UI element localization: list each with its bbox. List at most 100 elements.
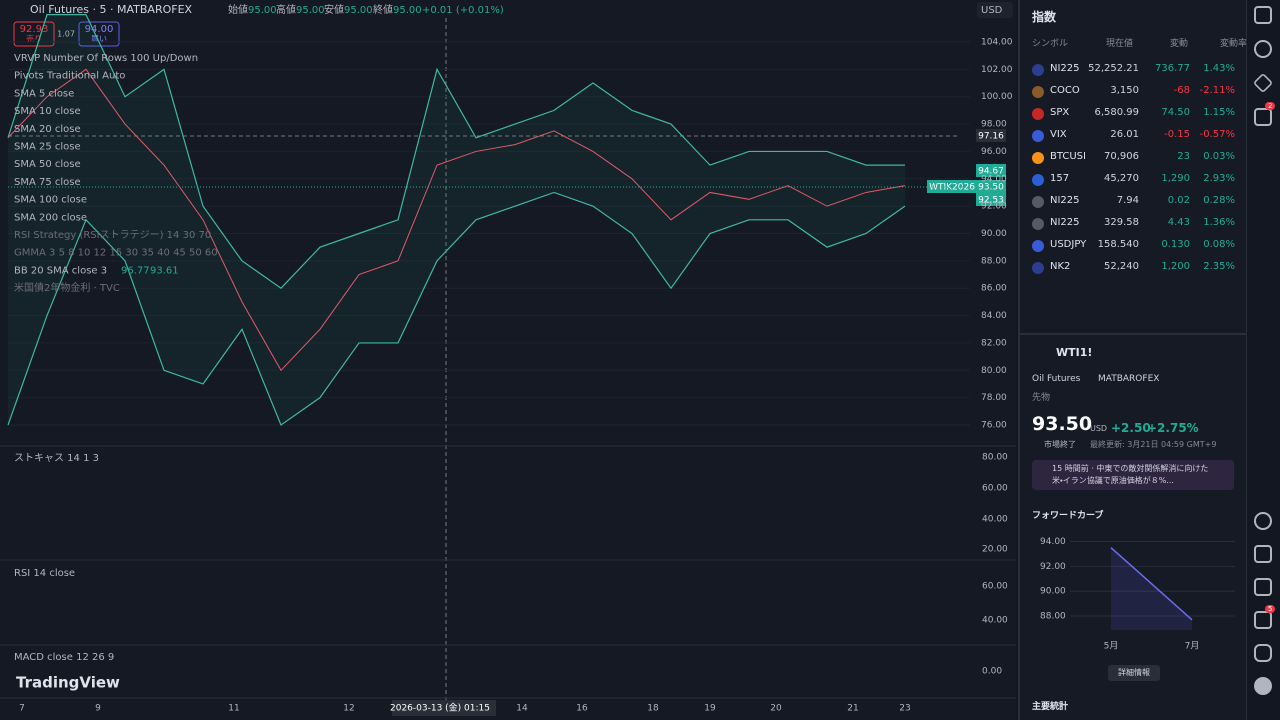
time-tick: 11 (228, 704, 239, 714)
news-card[interactable]: 15 時間前 · 中東での敵対関係解消に向けた米・イラン協議で原油価格が８%..… (1032, 460, 1234, 490)
row-pct: 0.03% (1203, 151, 1235, 162)
time-tick: 19 (704, 704, 716, 714)
pane-tick: 60.00 (982, 582, 1008, 592)
row-symbol: BTCUSI (1050, 151, 1086, 162)
sell-button[interactable] (13, 21, 55, 47)
side-panel: 指数 シンボル 現在値 変動 変動率 NI225 52,252.21 736.77 1.43%… (1018, 0, 1247, 720)
chat-icon[interactable] (1254, 108, 1272, 126)
ohlc-value: 95.00 (393, 5, 422, 16)
time-tick: 14 (516, 704, 528, 714)
badge: 2 (1265, 102, 1276, 110)
detail-exchange: MATBAROFEX (1098, 374, 1160, 384)
row-change: 0.130 (1161, 239, 1190, 250)
price-tick: 84.00 (981, 311, 1007, 321)
row-pct: -2.11% (1199, 85, 1235, 96)
row-symbol: NI225 (1050, 195, 1080, 206)
buy-label[interactable]: 買い (91, 35, 107, 44)
time-tick: 7 (19, 704, 25, 714)
pane-tick: 40.00 (982, 616, 1008, 626)
target-icon[interactable] (1254, 512, 1272, 530)
indicator-label: SMA 50 close (14, 159, 81, 170)
calendar-icon[interactable] (1254, 578, 1272, 596)
spread: 1.07 (57, 30, 75, 39)
row-symbol: NI225 (1050, 217, 1080, 228)
row-price: 6,580.99 (1094, 107, 1139, 118)
divider (1020, 333, 1247, 335)
row-change: 736.77 (1155, 63, 1190, 74)
indicator-label: Pivots Traditional Auto (14, 71, 125, 82)
row-icon (1032, 174, 1044, 186)
curve-tick: 88.00 (1040, 612, 1066, 622)
buy-price[interactable]: 94.00 (85, 24, 114, 35)
ideas-icon[interactable] (1254, 545, 1272, 563)
indicator-label: SMA 100 close (14, 195, 87, 206)
price-tick: 96.00 (981, 147, 1007, 157)
ohlc-label: 高値 (276, 3, 296, 16)
last-price: 93.50 (978, 183, 1004, 193)
indicator-label: RSI Strategy (RSIストラテジー) 14 30 70 (14, 229, 211, 241)
currency[interactable]: USD (981, 5, 1003, 16)
notify-icon[interactable] (1254, 644, 1272, 662)
bb-upper (7, 14, 905, 290)
price-tick: 88.00 (981, 256, 1007, 266)
layers-icon[interactable] (1252, 72, 1274, 94)
logo: TradingView (16, 674, 120, 692)
pane-label: RSI 14 close (14, 568, 75, 579)
watchlist-icon[interactable] (1254, 6, 1272, 24)
curve-tick: 92.00 (1040, 562, 1066, 572)
price-tick: 100.00 (981, 92, 1013, 102)
more-button[interactable]: 詳細情報 (1108, 665, 1160, 681)
detail-status: 市場終了 (1044, 440, 1076, 449)
currency-button[interactable] (977, 2, 1013, 18)
detail-pct: +2.75% (1147, 421, 1199, 435)
row-symbol: COCO (1050, 85, 1080, 96)
pane-tick: 40.00 (982, 515, 1008, 525)
detail-currency: USD (1090, 424, 1108, 433)
sell-price[interactable]: 92.93 (20, 24, 49, 35)
ohlc-label: 安値 (324, 3, 344, 16)
row-icon (1032, 152, 1044, 164)
curve-x: 5月 (1104, 641, 1119, 652)
row-change: -68 (1173, 85, 1190, 96)
ohlc-label: 終値 (373, 3, 393, 16)
curve-tick: 90.00 (1040, 587, 1066, 597)
price-line (7, 68, 906, 372)
indicator-label: GMMA 3 5 8 10 12 15 30 35 40 45 50 60 (14, 248, 218, 259)
indicator-label: SMA 25 close (14, 142, 81, 153)
price-tick: 78.00 (981, 393, 1007, 403)
row-change: 4.43 (1167, 217, 1190, 228)
row-price: 52,240 (1104, 261, 1139, 272)
sell-label[interactable]: 売り (26, 34, 42, 44)
column-header: 変動 (1170, 39, 1189, 49)
ohlc-value: 95.00 (344, 5, 373, 16)
watchlist-title[interactable]: 指数 (1032, 10, 1057, 24)
price-tick: 80.00 (981, 366, 1007, 376)
price-tick: 90.00 (981, 229, 1007, 239)
row-price: 3,150 (1110, 85, 1139, 96)
column-header: シンボル (1032, 39, 1069, 49)
alerts-icon[interactable] (1254, 40, 1272, 58)
time-tick: 20 (770, 704, 782, 714)
menu-icon[interactable] (1254, 677, 1272, 695)
pane-tick: 20.00 (982, 545, 1008, 555)
row-icon (1032, 196, 1044, 208)
ohlc-value: 95.00 (296, 5, 325, 16)
row-icon (1032, 64, 1044, 76)
row-price: 158.540 (1097, 239, 1139, 250)
symbol-tag (927, 180, 977, 193)
row-icon (1032, 218, 1044, 230)
indicator-label: VRVP Number Of Rows 100 Up/Down (14, 53, 198, 64)
ohlc-change: +0.01 (+0.01%) (422, 5, 504, 16)
price-tick: 76.00 (981, 421, 1007, 431)
time-tick: 18 (647, 704, 659, 714)
ohlc-value: 95.00 (248, 5, 277, 16)
lower-price: 92.53 (978, 196, 1004, 206)
row-icon (1032, 240, 1044, 252)
time-tick: 9 (95, 704, 101, 714)
news-icon[interactable] (1254, 611, 1272, 629)
buy-button[interactable] (78, 21, 120, 47)
row-pct: 0.28% (1203, 195, 1235, 206)
price-tick: 104.00 (981, 38, 1013, 48)
forward-curve: 94.00 92.00 90.00 88.00 5月 7月 (1040, 537, 1235, 652)
